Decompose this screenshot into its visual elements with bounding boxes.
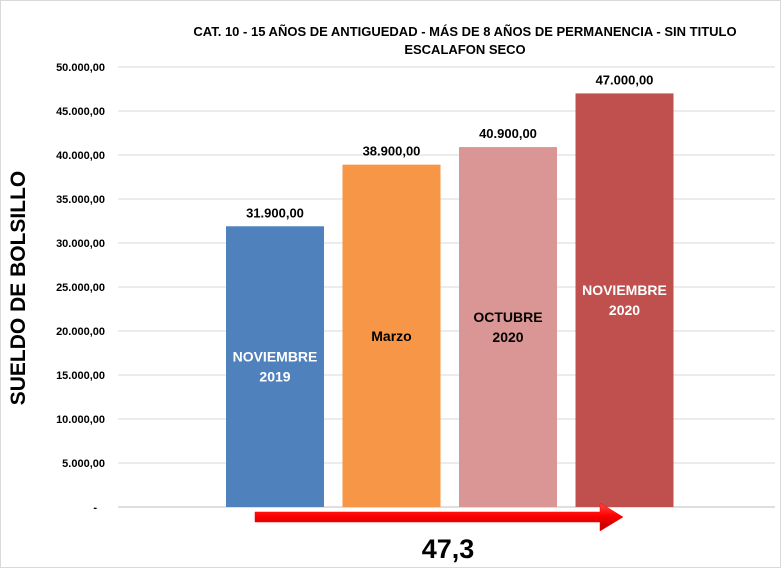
y-tick-label: 25.000,00 <box>56 282 105 294</box>
bar-3-inner-label: 2020 <box>492 329 523 345</box>
bar-4 <box>575 93 674 508</box>
bar-4-inner-label: 2020 <box>609 302 640 318</box>
data-label-bar-4: 47.000,00 <box>596 72 654 87</box>
bar-3 <box>459 147 557 507</box>
y-tick-label: - <box>93 502 97 514</box>
data-label-bar-3: 40.900,00 <box>479 126 537 141</box>
y-tick-label: 10.000,00 <box>56 414 105 426</box>
y-axis-ticks: - 5.000,00 10.000,00 15.000,00 20.000,00 25.0… <box>56 62 105 514</box>
bar-1 <box>226 226 324 507</box>
arrow-icon <box>254 502 624 532</box>
y-tick-label: 20.000,00 <box>56 326 105 338</box>
data-label-bar-1: 31.900,00 <box>246 205 304 220</box>
chart-title-line-1: CAT. 10 - 15 AÑOS DE ANTIGUEDAD - MÁS DE… <box>193 24 736 39</box>
y-tick-label: 45.000,00 <box>56 106 105 118</box>
bar-1-inner-label: 2019 <box>259 369 290 385</box>
bar-2-inner-label: Marzo <box>371 328 411 344</box>
bar-3-inner-label: OCTUBRE <box>473 309 542 325</box>
growth-annotation: 47,3 <box>422 534 475 564</box>
y-tick-label: 5.000,00 <box>62 458 105 470</box>
data-label-bar-2: 38.900,00 <box>363 144 421 159</box>
bar-4-inner-label: NOVIEMBRE <box>582 282 667 298</box>
y-axis-label: SUELDO DE BOLSILLO <box>7 171 30 406</box>
bar-2 <box>342 164 441 507</box>
y-tick-label: 15.000,00 <box>56 370 105 382</box>
y-tick-label: 50.000,00 <box>56 62 105 74</box>
bars: 31.900,00 NOVIEMBRE 2019 38.900,00 Marzo 40.9… <box>226 72 674 508</box>
y-tick-label: 35.000,00 <box>56 194 105 206</box>
y-tick-label: 40.000,00 <box>56 150 105 162</box>
y-tick-label: 30.000,00 <box>56 238 105 250</box>
growth-arrow <box>254 502 624 532</box>
bar-1-inner-label: NOVIEMBRE <box>233 349 318 365</box>
chart-title-line-2: ESCALAFON SECO <box>404 42 525 57</box>
